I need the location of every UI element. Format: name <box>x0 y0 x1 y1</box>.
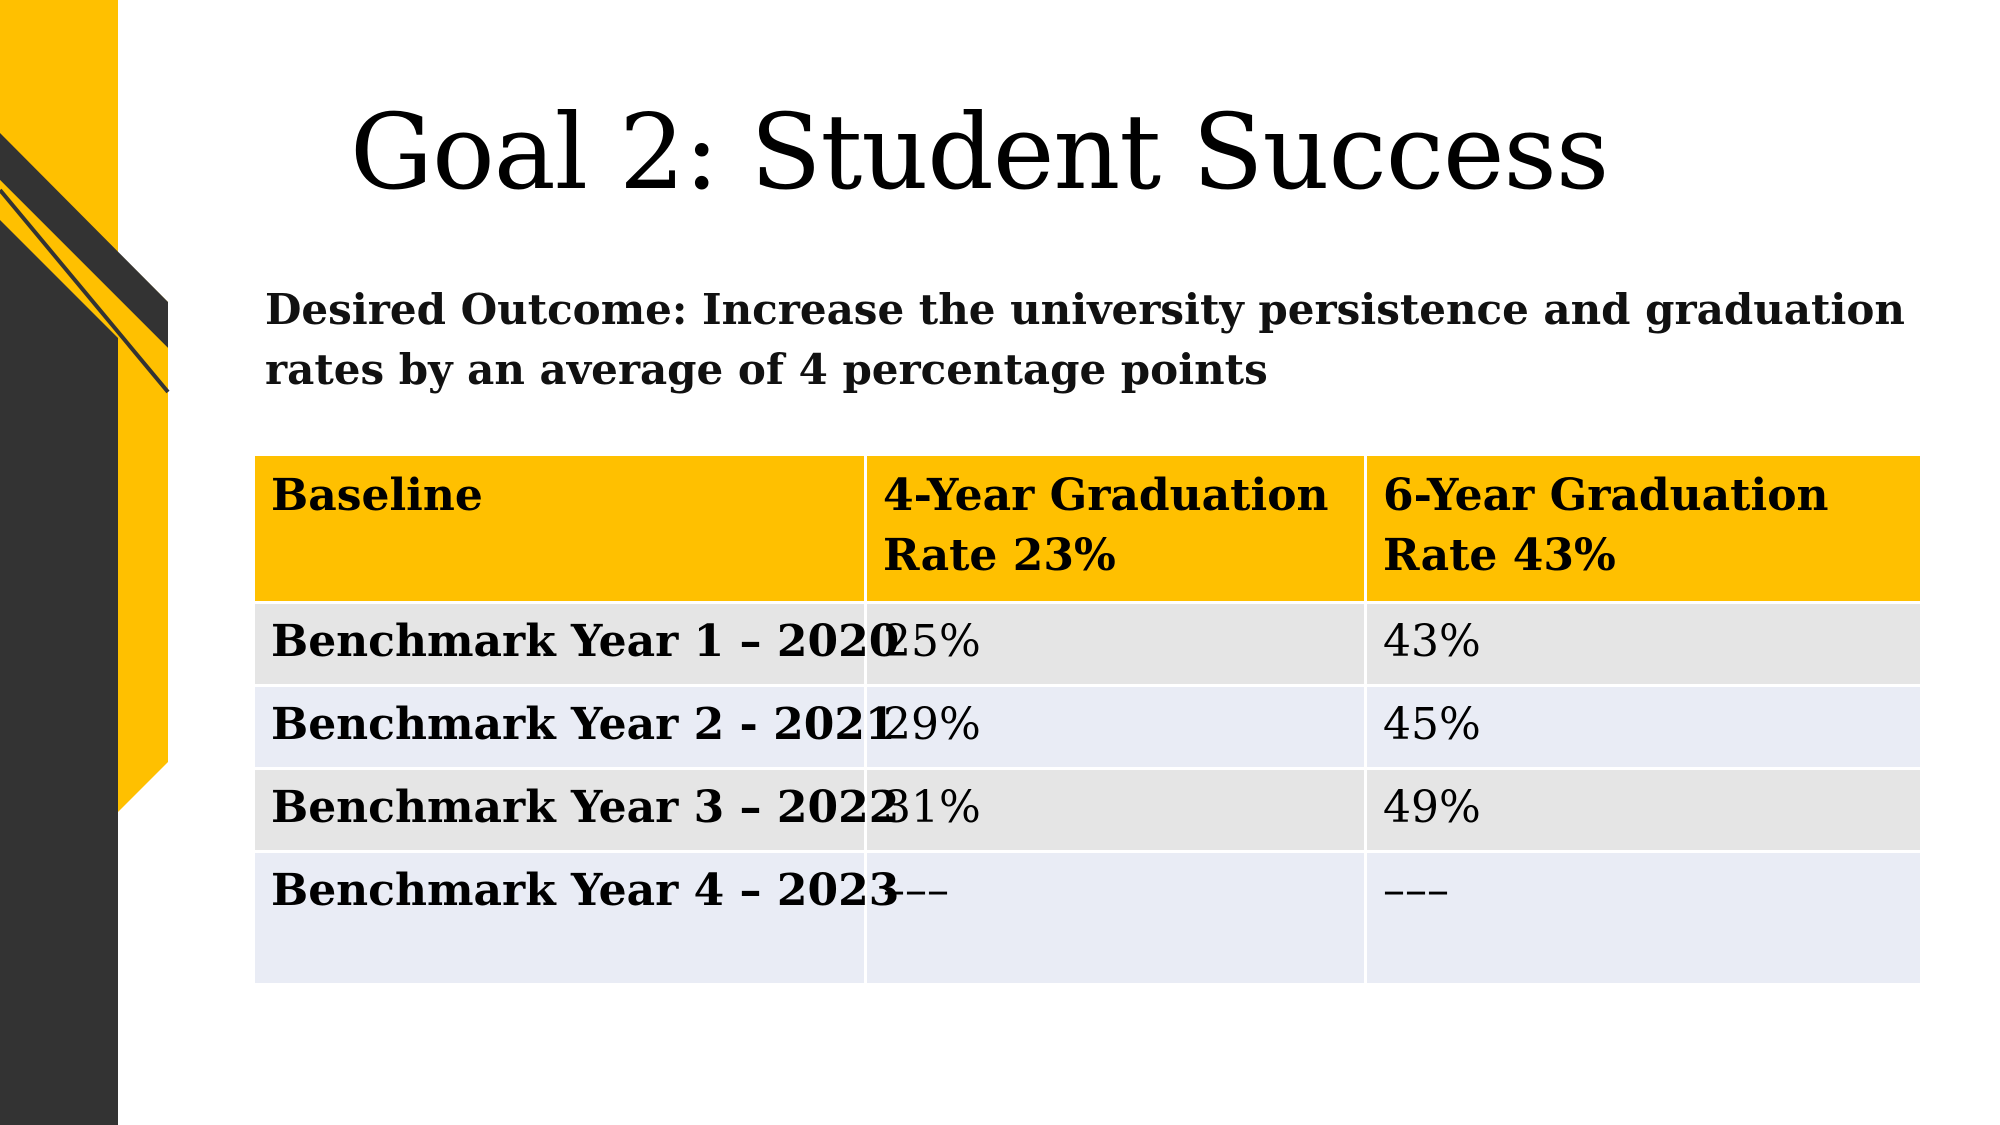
header-4-year-rate: 4-Year Graduation Rate 23% <box>864 453 1367 604</box>
four-year-value: 29% <box>864 684 1367 770</box>
row-label: Benchmark Year 1 – 2020 <box>252 601 899 687</box>
four-year-value: ––– <box>864 850 1367 986</box>
table-header-row: Baseline 4-Year Graduation Rate 23% 6-Ye… <box>252 453 1923 604</box>
four-year-value: 25% <box>864 601 1367 687</box>
side-stripe-decoration <box>0 0 170 1125</box>
benchmark-table: Baseline 4-Year Graduation Rate 23% 6-Ye… <box>252 453 1923 986</box>
four-year-value: 31% <box>864 767 1367 853</box>
header-6-year-rate: 6-Year Graduation Rate 43% <box>1364 453 1923 604</box>
row-label: Benchmark Year 3 – 2022 <box>252 767 899 853</box>
table-row: Benchmark Year 2 - 2021 29% 45% <box>252 684 1923 770</box>
desired-outcome-text: Desired Outcome: Increase the university… <box>265 285 1905 394</box>
six-year-value: 45% <box>1364 684 1923 770</box>
slide-title: Goal 2: Student Success <box>350 91 1609 213</box>
table-row: Benchmark Year 4 – 2023 ––– ––– <box>252 850 1923 986</box>
six-year-value: 43% <box>1364 601 1923 687</box>
table-row: Benchmark Year 3 – 2022 31% 49% <box>252 767 1923 853</box>
six-year-value: ––– <box>1364 850 1923 986</box>
six-year-value: 49% <box>1364 767 1923 853</box>
row-label: Benchmark Year 4 – 2023 <box>252 850 899 986</box>
table-row: Benchmark Year 1 – 2020 25% 43% <box>252 601 1923 687</box>
row-label: Benchmark Year 2 - 2021 <box>252 684 896 770</box>
header-baseline: Baseline <box>252 453 867 604</box>
